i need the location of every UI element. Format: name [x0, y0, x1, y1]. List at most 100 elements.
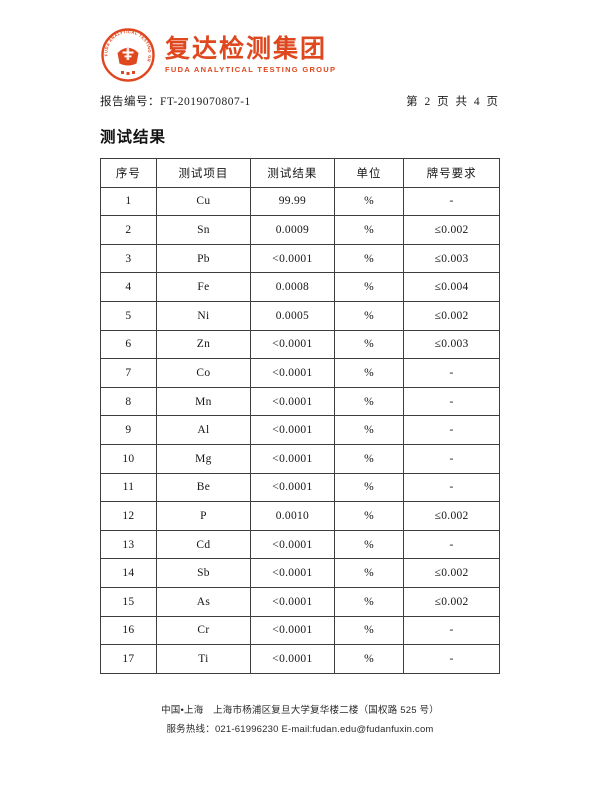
table-row: 9 Al <0.0001% - — [100, 415, 500, 445]
cell-unit: % — [333, 644, 405, 674]
cell-item: Be — [155, 472, 252, 503]
table-row: 3 Pb <0.0001% ≤0.003 — [100, 243, 500, 274]
cell-unit: % — [333, 272, 405, 302]
cell-unit: % — [333, 472, 405, 503]
cell-result: <0.0001 — [250, 529, 335, 560]
cell-requirement: ≤0.003 — [403, 243, 500, 274]
cell-seq: 9 — [100, 415, 157, 445]
table-row: 17 Ti <0.0001% - — [100, 644, 500, 674]
report-number: 报告编号：FT-2019070807-1 — [100, 93, 251, 109]
table-row: 14 Sb <0.0001% ≤0.002 — [100, 558, 500, 588]
cell-item: Cd — [155, 529, 252, 560]
cell-result: <0.0001 — [250, 615, 335, 646]
cell-result: 0.0008 — [250, 272, 335, 302]
cell-unit: % — [333, 329, 405, 360]
brand-header: FUDA ANALYTICAL TESTING GROUP 复达检测集团 FUD… — [100, 26, 500, 84]
table-row: 15 As <0.0001% ≤0.002 — [100, 586, 500, 617]
cell-requirement: - — [403, 529, 500, 560]
cell-requirement: ≤0.003 — [403, 329, 500, 360]
cell-item: Cu — [155, 186, 252, 217]
table-header-row: 序号 测试项目 测试结果 单位 牌号要求 — [100, 158, 500, 188]
cell-unit: % — [333, 358, 405, 388]
cell-item: Ni — [155, 300, 252, 331]
cell-seq: 2 — [100, 215, 157, 245]
cell-unit: % — [333, 186, 405, 217]
cell-result: 0.0009 — [250, 215, 335, 245]
header-result: 测试结果 — [250, 158, 335, 188]
cell-unit: % — [333, 558, 405, 588]
cell-unit: % — [333, 501, 405, 531]
table-row: 12 P 0.0010% ≤0.002 — [100, 501, 500, 531]
cell-seq: 16 — [100, 615, 157, 646]
cell-requirement: - — [403, 644, 500, 674]
brand-name-cn: 复达检测集团 — [165, 35, 328, 64]
report-number-value: FT-2019070807-1 — [160, 96, 251, 108]
cell-item: Sn — [155, 215, 252, 245]
cell-seq: 7 — [100, 358, 157, 388]
cell-seq: 14 — [100, 558, 157, 588]
table-row: 8 Mn <0.0001% - — [100, 386, 500, 417]
cell-requirement: ≤0.002 — [403, 586, 500, 617]
table-row: 4 Fe 0.0008% ≤0.004 — [100, 272, 500, 302]
header-requirement: 牌号要求 — [403, 158, 500, 188]
cell-item: Co — [155, 358, 252, 388]
cell-unit: % — [333, 415, 405, 445]
cell-requirement: ≤0.002 — [403, 501, 500, 531]
cell-seq: 17 — [100, 644, 157, 674]
cell-requirement: ≤0.002 — [403, 558, 500, 588]
cell-requirement: - — [403, 615, 500, 646]
cell-seq: 8 — [100, 386, 157, 417]
header-item: 测试项目 — [155, 158, 252, 188]
cell-result: <0.0001 — [250, 443, 335, 474]
cell-result: <0.0001 — [250, 329, 335, 360]
cell-item: P — [155, 501, 252, 531]
cell-unit: % — [333, 243, 405, 274]
cell-seq: 11 — [100, 472, 157, 503]
header-seq: 序号 — [100, 158, 157, 188]
cell-unit: % — [333, 386, 405, 417]
table-row: 7 Co <0.0001% - — [100, 358, 500, 388]
footer-address: 中国•上海 上海市杨浦区复旦大学复华楼二楼（国权路 525 号） — [161, 705, 439, 716]
cell-unit: % — [333, 300, 405, 331]
cell-item: Ti — [155, 644, 252, 674]
cell-result: <0.0001 — [250, 243, 335, 274]
cell-requirement: - — [403, 472, 500, 503]
cell-unit: % — [333, 529, 405, 560]
cell-item: Cr — [155, 615, 252, 646]
cell-seq: 10 — [100, 443, 157, 474]
section-title: 测试结果 — [100, 129, 167, 146]
cell-item: As — [155, 586, 252, 617]
cell-item: Mn — [155, 386, 252, 417]
cell-requirement: - — [403, 386, 500, 417]
cell-seq: 6 — [100, 329, 157, 360]
brand-seal-icon: FUDA ANALYTICAL TESTING GROUP — [100, 27, 155, 82]
cell-result: <0.0001 — [250, 586, 335, 617]
table-row: 13 Cd <0.0001% - — [100, 529, 500, 560]
cell-item: Al — [155, 415, 252, 445]
cell-result: <0.0001 — [250, 386, 335, 417]
table-row: 11 Be <0.0001% - — [100, 472, 500, 503]
cell-requirement: ≤0.004 — [403, 272, 500, 302]
cell-result: <0.0001 — [250, 415, 335, 445]
cell-requirement: ≤0.002 — [403, 300, 500, 331]
footer-contact: 服务热线：021-61996230 E-mail:fudan.edu@fudan… — [166, 723, 434, 735]
cell-result: 99.99 — [250, 186, 335, 217]
table-row: 10 Mg <0.0001% - — [100, 443, 500, 474]
report-meta-row: 报告编号：FT-2019070807-1 第 2 页 共 4 页 — [100, 93, 500, 109]
cell-result: 0.0010 — [250, 501, 335, 531]
cell-item: Pb — [155, 243, 252, 274]
report-number-label: 报告编号： — [100, 96, 160, 108]
cell-unit: % — [333, 586, 405, 617]
page-indicator: 第 2 页 共 4 页 — [406, 96, 500, 108]
cell-unit: % — [333, 615, 405, 646]
cell-item: Zn — [155, 329, 252, 360]
cell-item: Fe — [155, 272, 252, 302]
cell-requirement: - — [403, 358, 500, 388]
cell-seq: 15 — [100, 586, 157, 617]
cell-seq: 1 — [100, 186, 157, 217]
brand-text-block: 复达检测集团 FUDA ANALYTICAL TESTING GROUP — [165, 35, 336, 74]
cell-result: <0.0001 — [250, 644, 335, 674]
cell-unit: % — [333, 215, 405, 245]
cell-result: <0.0001 — [250, 558, 335, 588]
